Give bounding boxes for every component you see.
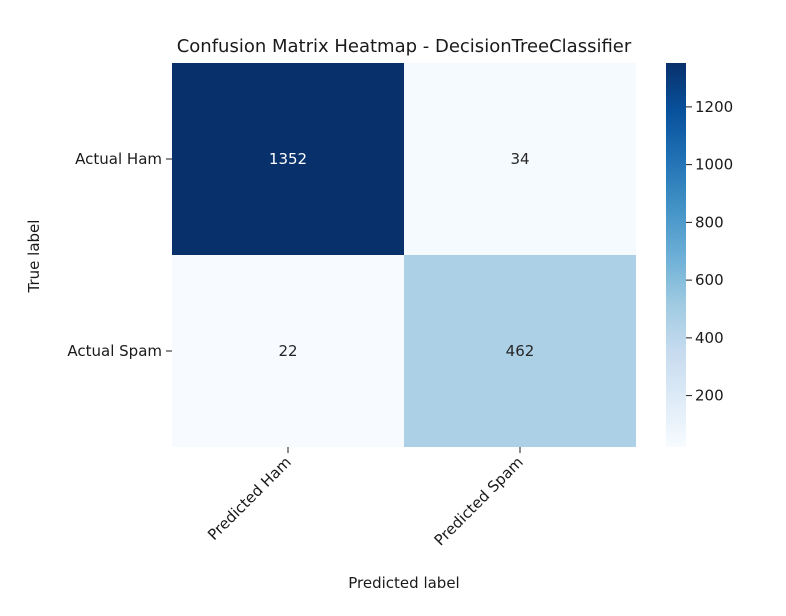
column-axis: Predicted Ham Predicted Spam <box>204 447 527 549</box>
heatmap-cells: 1352 34 22 462 <box>172 63 636 447</box>
colorbar-tick-label-2: 600 <box>695 271 724 289</box>
chart-title: Confusion Matrix Heatmap - DecisionTreeC… <box>177 36 632 57</box>
heatmap-cell-0-0 <box>172 63 404 255</box>
row-label-1: Actual Spam <box>67 342 162 360</box>
heatmap-cell-1-1 <box>404 255 636 447</box>
cell-annotation-1-1: 462 <box>506 342 535 360</box>
row-axis: Actual Ham Actual Spam <box>67 150 172 360</box>
row-label-0: Actual Ham <box>75 150 162 168</box>
colorbar-tick-label-1: 400 <box>695 329 724 347</box>
y-axis-label: True label <box>25 220 43 294</box>
colorbar-axis: 200 400 600 800 1000 1200 <box>686 98 733 405</box>
col-label-0: Predicted Ham <box>204 453 295 544</box>
colorbar-tick-label-3: 800 <box>695 213 724 231</box>
colorbar-tick-label-0: 200 <box>695 387 724 405</box>
cell-annotation-0-1: 34 <box>510 150 529 168</box>
colorbar-tick-label-4: 1000 <box>695 156 733 174</box>
cell-annotation-1-0: 22 <box>278 342 297 360</box>
colorbar <box>666 63 686 447</box>
col-label-1: Predicted Spam <box>431 453 527 549</box>
x-axis-label: Predicted label <box>348 574 459 592</box>
heatmap-cell-0-1 <box>404 63 636 255</box>
colorbar-tick-label-5: 1200 <box>695 98 733 116</box>
heatmap-cell-1-0 <box>172 255 404 447</box>
cell-annotation-0-0: 1352 <box>269 150 307 168</box>
